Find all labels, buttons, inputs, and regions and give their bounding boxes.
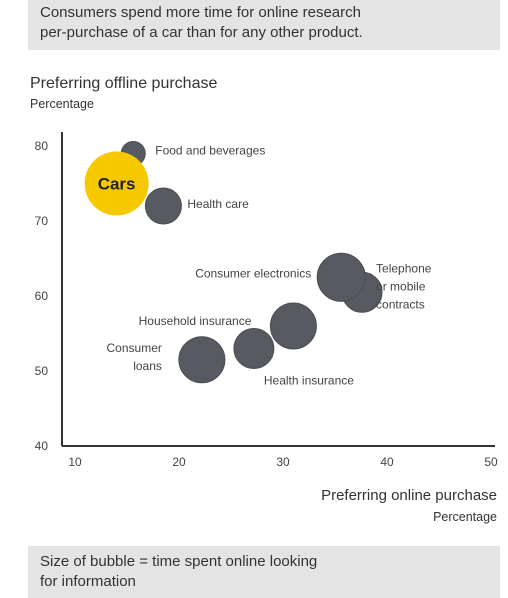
chart-headline-box: Consumers spend more time for online res…: [28, 0, 500, 50]
label-health-insurance: Health insurance: [264, 374, 354, 388]
legend-note-line-2: for information: [40, 573, 136, 590]
bubble-labels: Food and beverages Health care Consumer el…: [107, 144, 432, 388]
label-line: Health insurance: [264, 374, 354, 388]
tick-labels: 10 20 30 40 50 40 50 60 70 80: [35, 139, 498, 469]
bubble-cars: [84, 151, 149, 216]
label-consumer-loans: Consumer loans: [107, 341, 162, 373]
legend-note-line-1: Size of bubble = time spent online looki…: [40, 553, 318, 570]
x-tick-label: 10: [68, 455, 82, 469]
label-line: Health care: [187, 197, 249, 211]
label-line: Telephone: [376, 261, 432, 275]
label-line: contracts: [376, 297, 425, 311]
bubble-consumer-loans: [178, 336, 226, 384]
y-axis-title: Preferring offline purchase: [30, 75, 217, 92]
x-tick-label: 50: [484, 455, 498, 469]
label-line: or mobile: [376, 279, 426, 293]
label-consumer-electronics: Consumer electronics: [195, 266, 311, 280]
label-food-and-beverages: Food and beverages: [155, 144, 265, 158]
label-line: Consumer electronics: [195, 266, 311, 280]
label-telephone-or-mobile-contracts: Telephone or mobile contracts: [376, 261, 432, 311]
label-line: loans: [133, 359, 162, 373]
axes: [61, 132, 495, 447]
y-tick-label: 40: [35, 439, 49, 453]
label-line: Household insurance: [139, 314, 252, 328]
x-axis-title: Preferring online purchase: [321, 487, 497, 504]
bubble-health-insurance: [233, 328, 275, 369]
bubble-inner-label: Cars: [98, 175, 136, 194]
label-health-care: Health care: [187, 197, 249, 211]
y-axis-unit: Percentage: [30, 97, 94, 111]
headline-line-2: per-purchase of a car than for any other…: [40, 24, 363, 41]
y-tick-label: 70: [35, 214, 49, 228]
label-household-insurance: Household insurance: [139, 314, 252, 328]
x-tick-label: 40: [380, 455, 394, 469]
headline-line-1: Consumers spend more time for online res…: [40, 4, 361, 21]
y-tick-label: 60: [35, 289, 49, 303]
label-line: Food and beverages: [155, 144, 265, 158]
bubble-household-insurance: [269, 302, 317, 350]
y-tick-label: 50: [35, 364, 49, 378]
x-tick-label: 30: [276, 455, 290, 469]
x-tick-label: 20: [172, 455, 186, 469]
bubble-consumer-electronics: [316, 252, 366, 302]
bubbles: Cars: [84, 141, 383, 384]
bubble-health-care: [144, 187, 182, 225]
x-axis-unit: Percentage: [433, 510, 497, 524]
label-line: Consumer: [107, 341, 162, 355]
y-tick-label: 80: [35, 139, 49, 153]
legend-note-box: Size of bubble = time spent online looki…: [28, 546, 500, 598]
